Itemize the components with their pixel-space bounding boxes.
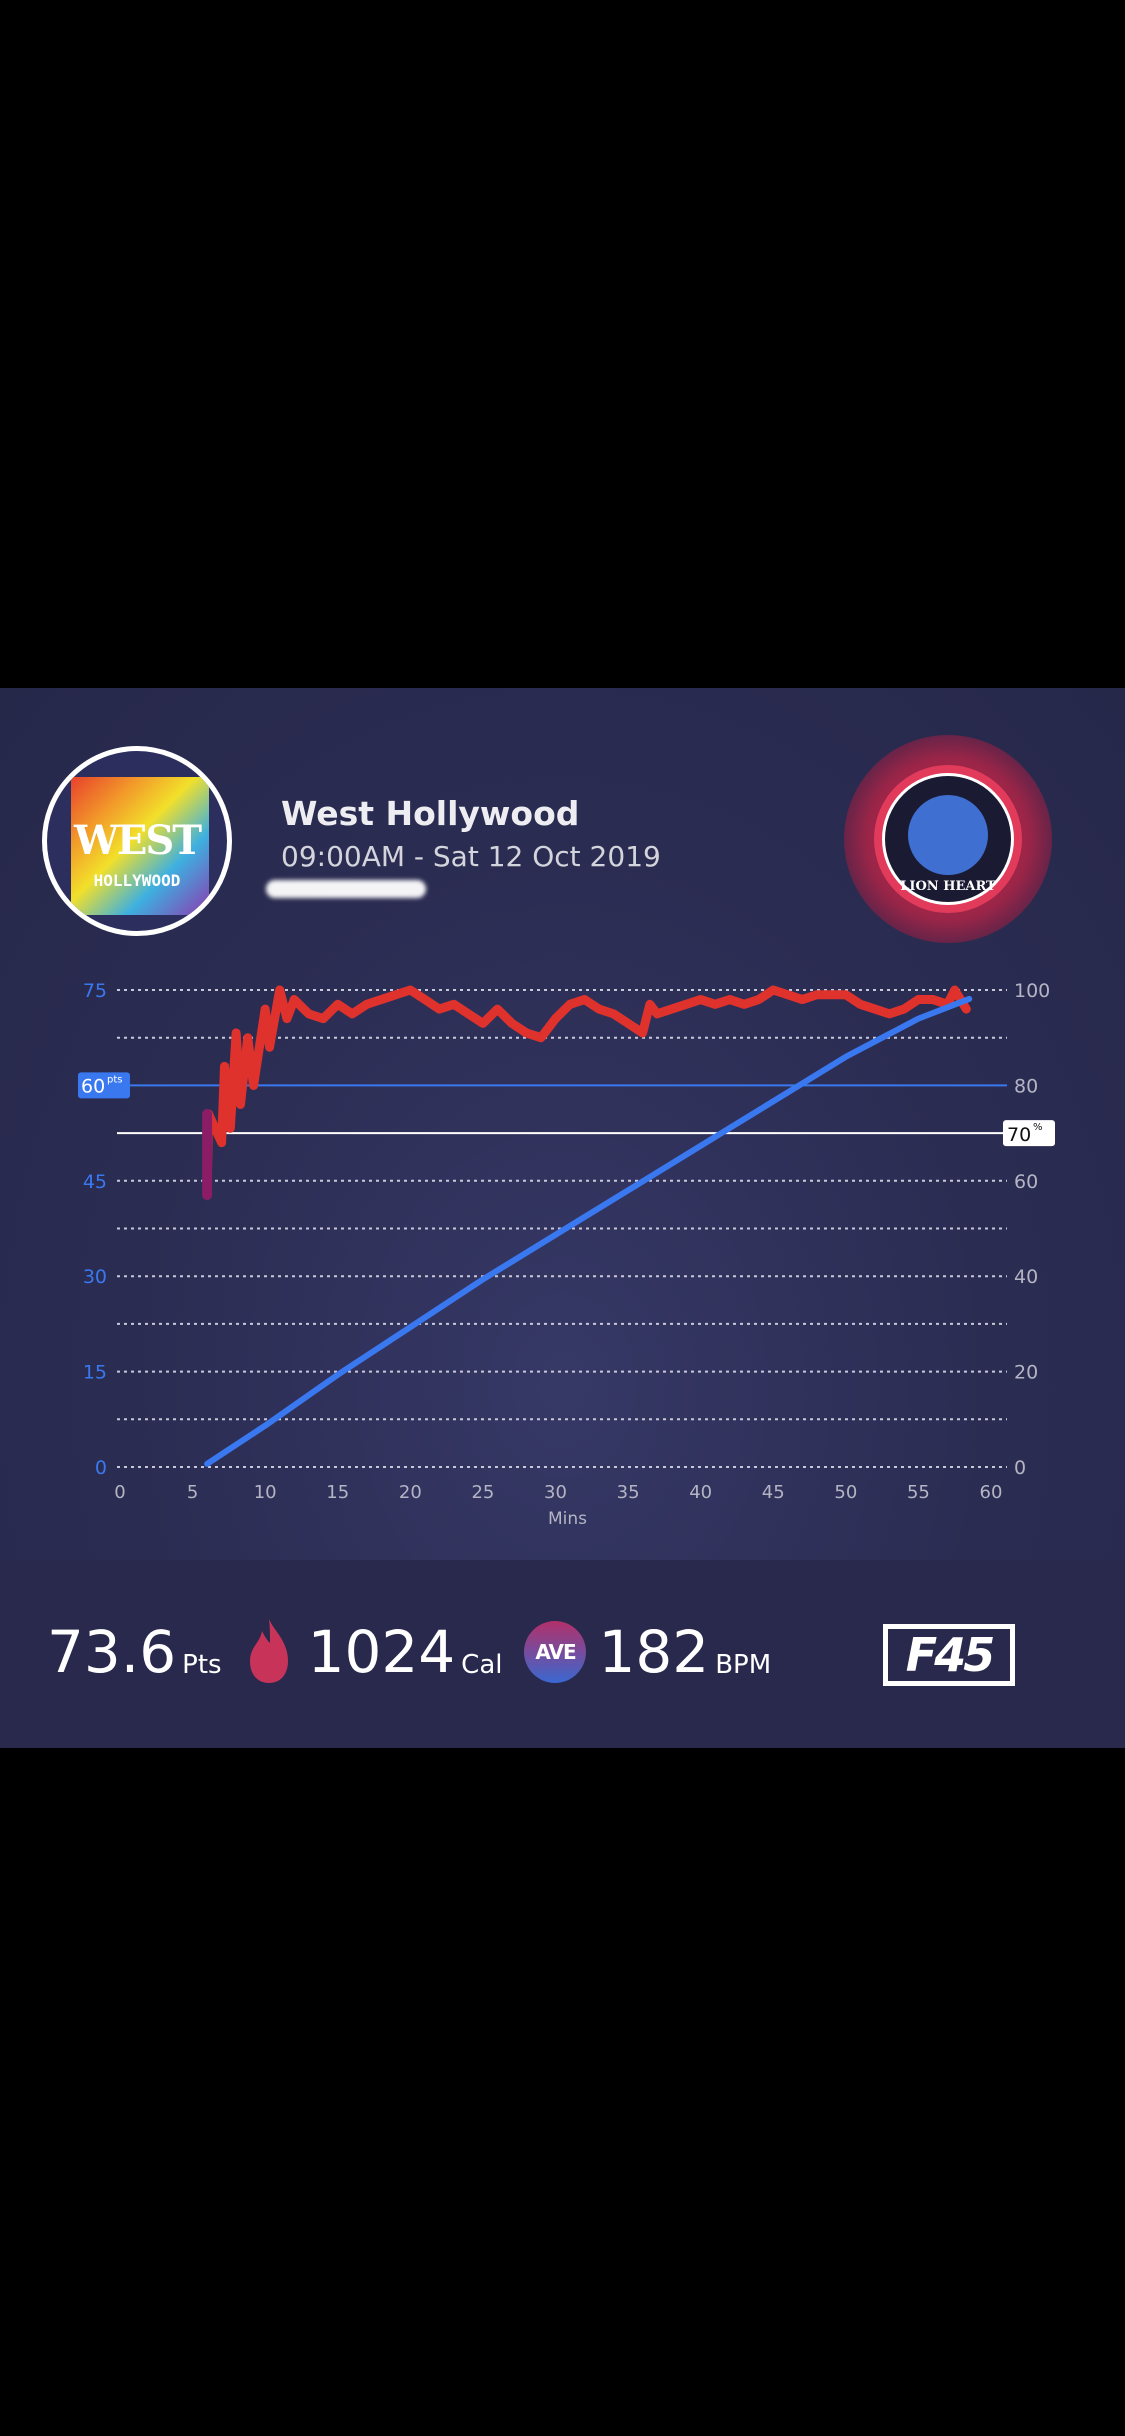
rainbow-palm-image <box>71 777 209 915</box>
left-axis-tick: 15 <box>83 1362 107 1384</box>
class-datetime: 09:00AM - Sat 12 Oct 2019 <box>281 840 661 873</box>
x-axis-tick: 55 <box>907 1482 930 1503</box>
calories-unit: Cal <box>461 1650 503 1680</box>
right-axis-tick: 40 <box>1014 1266 1038 1288</box>
right-axis-tick: 0 <box>1014 1457 1026 1479</box>
x-axis-tick: 25 <box>471 1482 494 1503</box>
right-axis-tick: 20 <box>1014 1362 1038 1384</box>
left-axis-tick: 0 <box>95 1457 107 1479</box>
x-axis-tick: 45 <box>762 1482 785 1503</box>
x-axis-label: Mins <box>548 1509 587 1529</box>
x-axis-tick: 30 <box>544 1482 567 1503</box>
team-logo: LION HEART <box>844 735 1052 943</box>
bpm-value: 182 <box>598 1618 710 1686</box>
right-axis-tick: 100 <box>1014 980 1050 1002</box>
stats-row: 73.6 Pts 1024 Cal AVE 182 BPM <box>47 1612 771 1692</box>
x-axis-tick: 60 <box>980 1482 1003 1503</box>
points-threshold-label: 60 <box>81 1075 105 1097</box>
bpm-unit: BPM <box>715 1650 772 1680</box>
heart-rate-threshold-label: 70 <box>1007 1124 1031 1146</box>
x-axis-tick: 40 <box>689 1482 712 1503</box>
studio-logo-text-2: HOLLYWOOD <box>93 871 181 890</box>
studio-logo-text-1: WEST <box>73 817 202 864</box>
x-axis-tick: 35 <box>617 1482 640 1503</box>
calories-value: 1024 <box>307 1618 456 1686</box>
left-axis-tick: 45 <box>83 1171 107 1193</box>
x-axis-tick: 15 <box>326 1482 349 1503</box>
points-unit: Pts <box>182 1650 222 1680</box>
heart-rate-threshold-unit: % <box>1033 1122 1043 1133</box>
points-threshold-badge <box>78 1072 130 1099</box>
x-axis-tick: 10 <box>254 1482 277 1503</box>
x-axis-tick: 50 <box>834 1482 857 1503</box>
heart-rate-threshold-badge <box>1003 1120 1055 1147</box>
left-axis-tick: 75 <box>83 980 107 1002</box>
x-axis-tick: 20 <box>399 1482 422 1503</box>
right-axis-tick: 80 <box>1014 1075 1038 1097</box>
flame-icon <box>249 1619 288 1683</box>
x-axis-tick: 5 <box>187 1482 198 1503</box>
heart-rate-line <box>202 985 971 1200</box>
x-axis-tick: 0 <box>114 1482 125 1503</box>
points-value: 73.6 <box>47 1618 177 1686</box>
redacted-text <box>266 880 426 898</box>
points-threshold-unit: pts <box>107 1074 122 1085</box>
team-logo-text: LION HEART <box>900 879 996 894</box>
studio-logo: WEST HOLLYWOOD <box>42 746 232 936</box>
points-line <box>204 995 973 1467</box>
left-axis-tick: 30 <box>83 1266 107 1288</box>
right-axis-tick: 60 <box>1014 1171 1038 1193</box>
f45-logo: F45 <box>883 1624 1015 1686</box>
lion-icon <box>908 795 988 875</box>
studio-title: West Hollywood <box>281 794 580 833</box>
average-badge: AVE <box>524 1621 587 1683</box>
